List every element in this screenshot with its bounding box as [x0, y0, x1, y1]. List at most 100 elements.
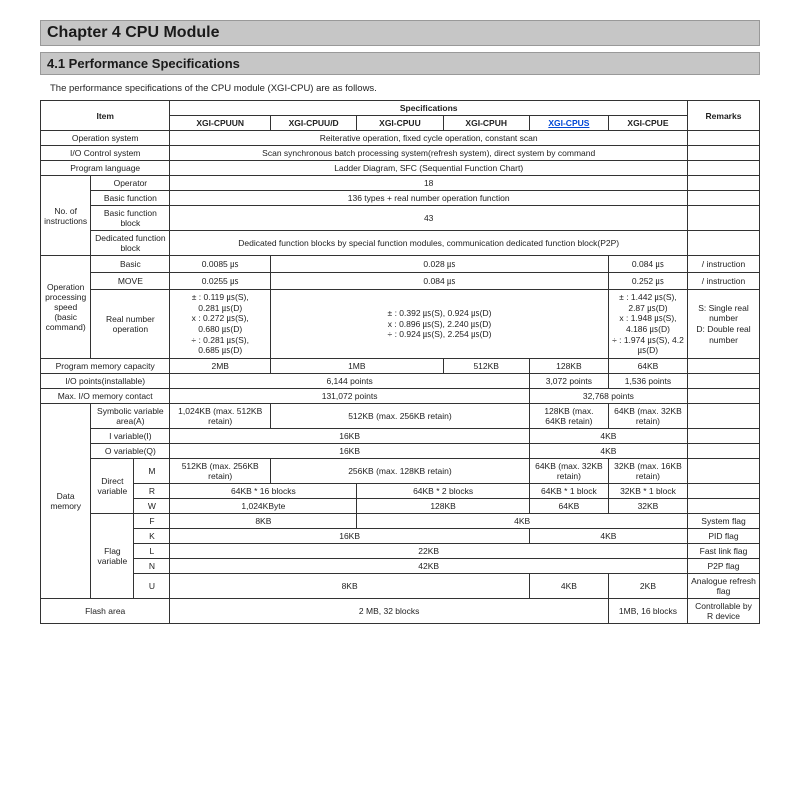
col-cpuud: XGI-CPUU/D [271, 116, 357, 131]
maxio-v2: 32,768 points [529, 388, 687, 403]
iopts-v3: 1,536 points [608, 373, 687, 388]
dm-m-c1: 512KB (max. 256KB retain) [170, 458, 271, 483]
iopts-rem [688, 373, 760, 388]
ops-move-c2: 0.084 ㎲ [271, 273, 609, 290]
iopts-v1: 6,144 points [170, 373, 529, 388]
dm-ovar-v1: 16KB [170, 443, 529, 458]
row-pmem-label: Program memory capacity [41, 358, 170, 373]
dm-m-rem [688, 458, 760, 483]
ops-real-c1: ± : 0.119 ㎲(S), 0.281 ㎲(D) x : 0.272 ㎲(S… [170, 290, 271, 359]
maxio-rem [688, 388, 760, 403]
dm-sym-rem [688, 403, 760, 428]
row-dm-label: Data memory [41, 403, 91, 598]
row-ni-op-rem [688, 176, 760, 191]
row-iopts-label: I/O points(installable) [41, 373, 170, 388]
col-cpus: XGI-CPUS [529, 116, 608, 131]
pmem-1: 1MB [271, 358, 444, 373]
dm-ivar-v1: 16KB [170, 428, 529, 443]
dm-ovar: O variable(Q) [91, 443, 170, 458]
dm-n-val: 42KB [170, 558, 688, 573]
dm-w-c2: 128KB [357, 498, 530, 513]
row-lang-rem [688, 161, 760, 176]
ops-move-rem: / instruction [688, 273, 760, 290]
dm-r: R [134, 483, 170, 498]
col-cpuu: XGI-CPUU [357, 116, 443, 131]
dm-n-rem: P2P flag [688, 558, 760, 573]
dm-f: F [134, 513, 170, 528]
spec-table: Item Specifications Remarks XGI-CPUUN XG… [40, 100, 760, 624]
dm-w-c3: 64KB [529, 498, 608, 513]
dm-w-c4: 32KB [608, 498, 687, 513]
dm-m: M [134, 458, 170, 483]
iopts-v2: 3,072 points [529, 373, 608, 388]
flash-v2: 1MB, 16 blocks [608, 598, 687, 623]
dm-sym-c3: 128KB (max. 64KB retain) [529, 403, 608, 428]
dm-l: L [134, 543, 170, 558]
intro-text: The performance specifications of the CP… [50, 83, 760, 94]
row-os-rem [688, 131, 760, 146]
row-os-label: Operation system [41, 131, 170, 146]
dm-r-c3: 64KB * 1 block [529, 483, 608, 498]
dm-ivar-rem [688, 428, 760, 443]
chapter-title: Chapter 4 CPU Module [40, 20, 760, 46]
section-title: 4.1 Performance Specifications [40, 52, 760, 75]
ops-real-rem: S: Single real number D: Double real num… [688, 290, 760, 359]
row-ops-basic: Basic [91, 256, 170, 273]
pmem-0: 2MB [170, 358, 271, 373]
dm-f-rem: System flag [688, 513, 760, 528]
dm-f-c1: 8KB [170, 513, 357, 528]
dm-n: N [134, 558, 170, 573]
row-maxio-label: Max. I/O memory contact [41, 388, 170, 403]
dm-ovar-v2: 4KB [529, 443, 687, 458]
row-lang-val: Ladder Diagram, SFC (Sequential Function… [170, 161, 688, 176]
row-io-label: I/O Control system [41, 146, 170, 161]
dm-u-c2: 4KB [529, 573, 608, 598]
dm-w: W [134, 498, 170, 513]
dm-k-c2: 4KB [529, 528, 687, 543]
pmem-rem [688, 358, 760, 373]
ops-basic-c2: 0.028 ㎲ [271, 256, 609, 273]
dm-u-c1: 8KB [170, 573, 529, 598]
row-ops-move: MOVE [91, 273, 170, 290]
dm-r-c4: 32KB * 1 block [608, 483, 687, 498]
row-ops-label: Operation processing speed (basic comman… [41, 256, 91, 359]
dm-sym-c1: 1,024KB (max. 512KB retain) [170, 403, 271, 428]
dm-sym: Symbolic variable area(A) [91, 403, 170, 428]
row-ni-bfb: Basic function block [91, 206, 170, 231]
dm-u: U [134, 573, 170, 598]
dm-fv: Flag variable [91, 513, 134, 598]
pmem-3: 128KB [529, 358, 608, 373]
flash-v1: 2 MB, 32 blocks [170, 598, 609, 623]
row-ni-bfb-val: 43 [170, 206, 688, 231]
dm-f-c2: 4KB [357, 513, 688, 528]
dm-u-c3: 2KB [608, 573, 687, 598]
row-ni-ded-val: Dedicated function blocks by special fun… [170, 231, 688, 256]
dm-l-rem: Fast link flag [688, 543, 760, 558]
dm-r-c1: 64KB * 16 blocks [170, 483, 357, 498]
row-ni-bf: Basic function [91, 191, 170, 206]
ops-real-c3: ± : 1.442 ㎲(S), 2.87 ㎲(D) x : 1.948 ㎲(S)… [608, 290, 687, 359]
hdr-remarks: Remarks [688, 101, 760, 131]
row-io-rem [688, 146, 760, 161]
row-ni-label: No. of instructions [41, 176, 91, 256]
row-ni-bf-val: 136 types + real number operation functi… [170, 191, 688, 206]
row-ni-ded: Dedicated function block [91, 231, 170, 256]
dm-k-rem: PID flag [688, 528, 760, 543]
row-lang-label: Program language [41, 161, 170, 176]
dm-m-c4: 32KB (max. 16KB retain) [608, 458, 687, 483]
ops-basic-rem: / instruction [688, 256, 760, 273]
row-ni-bfb-rem [688, 206, 760, 231]
dm-ovar-rem [688, 443, 760, 458]
maxio-v1: 131,072 points [170, 388, 529, 403]
pmem-2: 512KB [443, 358, 529, 373]
dm-r-c2: 64KB * 2 blocks [357, 483, 530, 498]
dm-sym-c4: 64KB (max. 32KB retain) [608, 403, 687, 428]
ops-real-c2: ± : 0.392 ㎲(S), 0.924 ㎲(D) x : 0.896 ㎲(S… [271, 290, 609, 359]
dm-m-c3: 64KB (max. 32KB retain) [529, 458, 608, 483]
row-ni-op: Operator [91, 176, 170, 191]
dm-w-rem [688, 498, 760, 513]
row-ops-real: Real number operation [91, 290, 170, 359]
ops-move-c1: 0.0255 ㎲ [170, 273, 271, 290]
col-cpuun: XGI-CPUUN [170, 116, 271, 131]
row-io-val: Scan synchronous batch processing system… [170, 146, 688, 161]
